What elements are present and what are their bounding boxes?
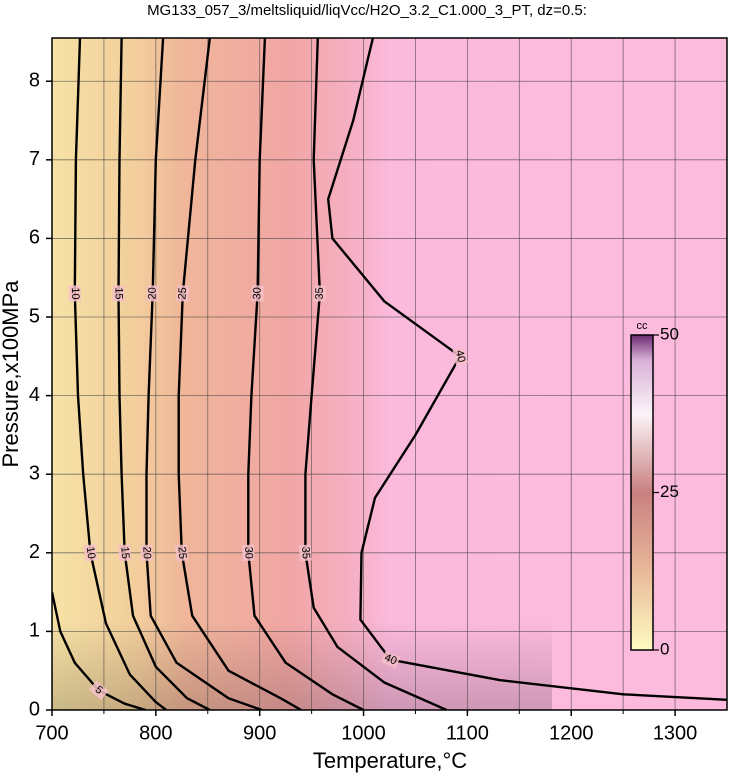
x-tick-label: 800	[139, 722, 172, 744]
contour-label-group: 40	[452, 347, 468, 366]
contour-label: 15	[113, 287, 125, 299]
contour-label-bg	[68, 285, 81, 302]
x-tick-label: 1300	[653, 722, 698, 744]
contour-line	[117, 38, 211, 710]
contour-label-bg	[118, 544, 132, 562]
contour-label-bg	[313, 285, 326, 302]
contour-label-group: 5	[88, 680, 109, 701]
contour-line	[247, 38, 365, 710]
contour-line	[327, 38, 727, 701]
contour-label-group: 10	[68, 285, 81, 302]
plot-background	[52, 38, 727, 710]
contour-label: 25	[175, 546, 188, 559]
contour-label-bg	[452, 347, 468, 366]
contours	[52, 38, 727, 710]
contour-label-bg	[175, 544, 189, 562]
colorbar: cc 0 25 50	[630, 320, 679, 658]
colorbar-tick-label: 50	[660, 324, 679, 343]
y-tick-label: 4	[29, 384, 40, 406]
contour-label-bg	[83, 543, 98, 562]
contour-label-group: 15	[112, 285, 125, 302]
contour-label: 35	[299, 546, 312, 559]
contour-line	[73, 38, 167, 710]
colorbar-label: cc	[637, 320, 649, 332]
contour-label-group: 30	[241, 544, 255, 562]
plot-frame	[51, 37, 728, 711]
contour-label-bg	[112, 285, 125, 302]
plot-shade	[52, 620, 552, 710]
contour-label-group: 25	[175, 544, 189, 562]
colorbar-tick-label: 25	[660, 482, 679, 501]
x-tick-label: 1200	[549, 722, 594, 744]
contour-line	[52, 591, 146, 710]
contour-label-bg	[140, 544, 153, 561]
contour-label-group: 20	[140, 544, 153, 561]
contour-label-bg	[251, 285, 264, 302]
contour-label: 30	[251, 287, 263, 300]
contour-label-group: 20	[146, 285, 159, 302]
contour-label-group: 15	[118, 544, 132, 562]
contour-label: 40	[383, 652, 399, 668]
contour-label-group: 25	[176, 285, 190, 302]
contour-label: 30	[242, 546, 255, 559]
contour-label: 20	[140, 547, 152, 560]
contour-label-bg	[298, 544, 312, 562]
x-tick-label: 900	[243, 722, 276, 744]
contour-line	[177, 38, 302, 710]
contour-label-group: 10	[83, 543, 98, 562]
contour-label: 10	[69, 287, 81, 299]
y-axis-label: Pressure,x100MPa	[0, 280, 23, 468]
x-tick-label: 1100	[446, 722, 489, 744]
contour-label-group: 35	[298, 544, 312, 562]
contour-label: 25	[176, 287, 189, 300]
y-tick-label: 2	[29, 541, 40, 563]
y-tick-label: 1	[29, 620, 40, 642]
contour-label: 10	[84, 546, 98, 560]
y-tick-label: 3	[29, 462, 40, 484]
x-tick-label: 1000	[341, 722, 386, 744]
y-tick-label: 8	[29, 70, 40, 92]
colorbar-tick-label: 0	[660, 639, 669, 658]
contour-label-bg	[241, 544, 255, 562]
contour-label: 40	[453, 349, 467, 364]
contour-labels: 5 10 10 15 15 20 20 25 25 30 30 35 35 40 40	[68, 285, 468, 701]
x-tick-label: 700	[35, 722, 68, 744]
contour-label-group: 35	[313, 285, 326, 302]
contour-label: 20	[146, 287, 158, 300]
contour-label-group: 30	[251, 285, 264, 302]
colorbar-scale	[630, 334, 654, 651]
contour-label-bg	[146, 285, 159, 302]
contour-line	[304, 38, 448, 710]
contour-label-bg	[176, 285, 190, 302]
contour-line	[145, 38, 263, 710]
y-tick-label: 0	[29, 698, 40, 720]
contour-label-bg	[380, 651, 401, 669]
contour-label-bg	[88, 680, 109, 701]
x-axis-label: Temperature,°C	[313, 748, 467, 773]
contour-label-group: 40	[380, 651, 401, 669]
chart-title: MG133_057_3/meltsliquid/liqVcc/H2O_3.2_C…	[147, 2, 587, 19]
y-tick-label: 7	[29, 148, 40, 170]
y-tick-label: 6	[29, 227, 40, 249]
contour-label: 15	[118, 546, 131, 559]
contour-label: 35	[314, 287, 326, 299]
y-tick-label: 5	[29, 305, 40, 327]
